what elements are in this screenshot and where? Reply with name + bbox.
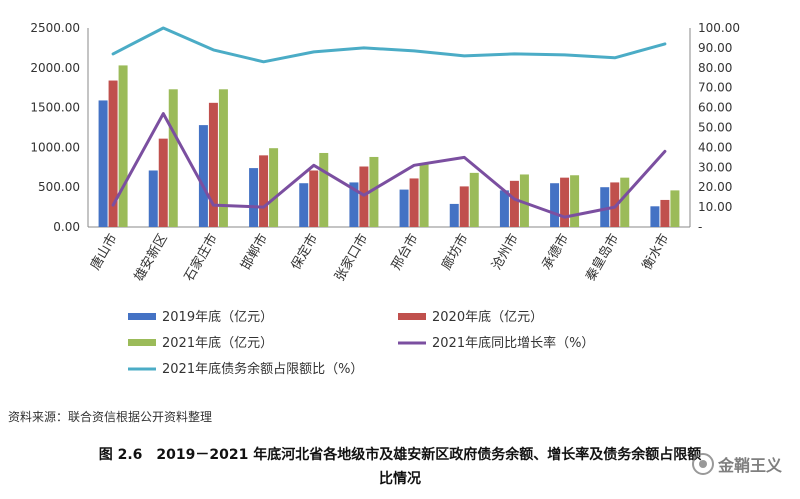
y-right-tick-label: 30.00 xyxy=(698,160,732,174)
bar xyxy=(269,148,279,227)
bar xyxy=(499,190,509,227)
y-right-tick-label: 90.00 xyxy=(698,41,732,55)
bar xyxy=(509,180,519,227)
x-tick-label: 秦皇岛市 xyxy=(582,231,622,284)
y-left-tick-label: 2000.00 xyxy=(30,61,80,75)
y-left-tick-label: 500.00 xyxy=(38,180,80,194)
series-line xyxy=(111,112,667,219)
bar xyxy=(550,183,560,227)
bar xyxy=(469,172,479,227)
bar xyxy=(359,166,369,227)
y-right-tick-label: 70.00 xyxy=(698,81,732,95)
y-left-tick-label: 1000.00 xyxy=(30,140,80,154)
chart: 0.00 500.00 1000.00 1500.00 2000.00 2500.00 - 1… xyxy=(30,21,740,377)
bar xyxy=(560,177,570,227)
bar xyxy=(168,89,178,228)
legend-label: 2021年底债务余额占限额比（%） xyxy=(162,361,363,377)
y-right-tick-label: 20.00 xyxy=(698,180,732,194)
bar xyxy=(660,199,670,227)
bar xyxy=(650,206,660,227)
bar xyxy=(98,100,108,227)
x-tick-label: 承德市 xyxy=(539,231,572,273)
bar xyxy=(249,168,259,227)
x-tick-label: 张家口市 xyxy=(332,231,372,284)
legend-swatch xyxy=(398,313,426,320)
legend-swatch xyxy=(128,339,156,346)
y-right-tick-label: 60.00 xyxy=(698,101,732,115)
y-right-tick-label: - xyxy=(698,220,702,234)
y-right-tick-label: 10.00 xyxy=(698,200,732,214)
bar xyxy=(108,80,118,227)
y-left-tick-label: 1500.00 xyxy=(30,101,80,115)
watermark-logo-icon xyxy=(691,453,714,475)
x-tick-label: 衡水市 xyxy=(639,231,672,273)
bar xyxy=(148,170,158,227)
bar xyxy=(309,170,319,227)
y-right-tick-label: 40.00 xyxy=(698,140,732,154)
y-right-tick-label: 100.00 xyxy=(698,21,740,35)
series-line xyxy=(111,26,667,64)
bar xyxy=(299,183,309,227)
bar xyxy=(218,89,228,228)
x-tick-label: 雄安新区 xyxy=(131,231,171,284)
y-right-tick-label: 80.00 xyxy=(698,61,732,75)
bar xyxy=(449,203,459,227)
bar xyxy=(158,138,168,227)
bar xyxy=(369,156,379,227)
watermark: 金鞘王义 xyxy=(691,452,782,476)
bar xyxy=(349,182,359,227)
legend-swatch xyxy=(128,313,156,320)
bar xyxy=(419,164,429,227)
bar xyxy=(670,190,680,227)
source-note: 资料来源：联合资信根据公开资料整理 xyxy=(8,410,213,424)
bar xyxy=(570,175,580,227)
bar xyxy=(319,152,329,227)
figure-caption-line1: 图 2.6 2019－2021 年底河北省各地级市及雄安新区政府债务余额、增长率… xyxy=(98,447,702,463)
bar xyxy=(399,189,409,227)
legend-label: 2020年底（亿元） xyxy=(432,309,543,325)
x-tick-label: 沧州市 xyxy=(489,231,522,273)
legend-label: 2021年底（亿元） xyxy=(162,335,273,351)
x-tick-label: 石家庄市 xyxy=(181,231,221,284)
bar xyxy=(610,182,620,227)
bar xyxy=(519,174,529,227)
bar xyxy=(459,186,469,227)
figure-caption-line2: 比情况 xyxy=(379,471,421,487)
watermark-text: 金鞘王义 xyxy=(717,456,782,475)
y-left-tick-label: 0.00 xyxy=(53,220,80,234)
x-tick-label: 保定市 xyxy=(288,231,321,273)
x-tick-label: 邢台市 xyxy=(388,231,421,273)
x-tick-label: 邯郸市 xyxy=(238,231,271,273)
x-tick-label: 唐山市 xyxy=(87,231,120,273)
legend-label: 2021年底同比增长率（%） xyxy=(432,335,594,351)
bar xyxy=(208,102,218,227)
legend-label: 2019年底（亿元） xyxy=(162,309,273,325)
bar xyxy=(198,125,208,227)
bar xyxy=(620,177,630,227)
y-left-tick-label: 2500.00 xyxy=(30,21,80,35)
x-tick-label: 廊坊市 xyxy=(438,231,471,273)
bar xyxy=(259,155,269,227)
bar xyxy=(409,178,419,227)
bar xyxy=(118,65,128,227)
y-right-tick-label: 50.00 xyxy=(698,121,732,135)
bar xyxy=(600,187,610,227)
